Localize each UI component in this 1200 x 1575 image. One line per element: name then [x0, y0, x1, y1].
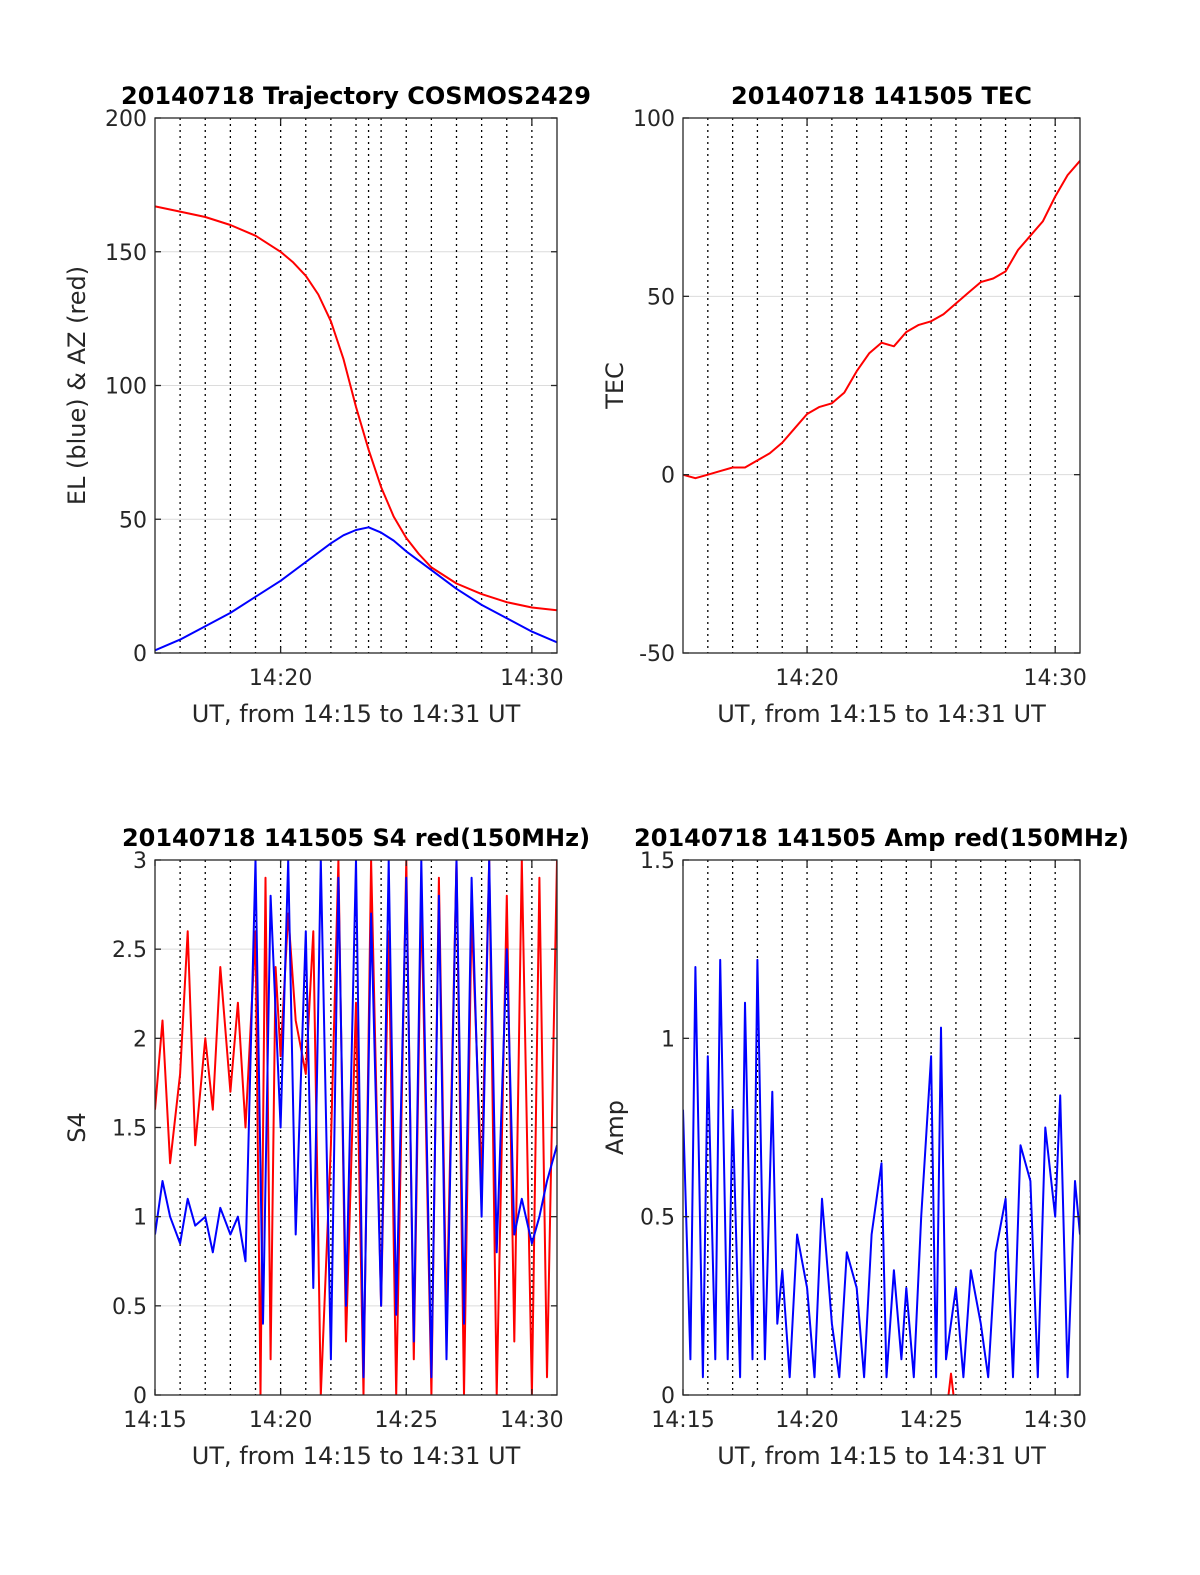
chart-title: 20140718 141505 S4 red(150MHz) — [122, 824, 590, 852]
x-tick-label: 14:15 — [651, 1408, 714, 1433]
y-tick-label: 0.5 — [112, 1295, 147, 1320]
x-tick-label: 14:15 — [123, 1408, 186, 1433]
x-axis-label: UT, from 14:15 to 14:31 UT — [717, 1442, 1046, 1470]
y-tick-label: 0.5 — [640, 1206, 675, 1231]
x-tick-label: 14:30 — [500, 666, 563, 691]
x-tick-label: 14:20 — [249, 1408, 312, 1433]
y-tick-label: 2 — [133, 1027, 147, 1052]
chart-title: 20140718 141505 Amp red(150MHz) — [634, 824, 1129, 852]
y-tick-label: 3 — [133, 849, 147, 874]
series-line-2 — [155, 860, 557, 1379]
chart-panel-3: 0 0.5 1 1.5 2 2.5 3 14:15 14:20 14:25 14:30 2014071… — [63, 824, 590, 1470]
y-tick-label: 100 — [633, 107, 675, 132]
y-tick-label: 0 — [133, 642, 147, 667]
chart-title: 20140718 Trajectory COSMOS2429 — [121, 82, 591, 110]
y-axis-label: S4 — [63, 1112, 91, 1143]
y-tick-label: 150 — [105, 241, 147, 266]
y-axis-label: EL (blue) & AZ (red) — [63, 266, 91, 505]
y-tick-label: 1.5 — [640, 849, 675, 874]
y-tick-label: 1 — [661, 1027, 675, 1052]
series-line-1 — [683, 958, 1080, 1379]
series-line-2 — [155, 526, 557, 652]
plot-area — [683, 118, 1080, 653]
chart-panel-1: 0 50 100 150 200 14:20 14:30 20140718 Trajector… — [63, 82, 591, 728]
y-tick-label: -50 — [639, 642, 675, 667]
y-tick-label: 0 — [133, 1384, 147, 1409]
x-tick-label: 14:20 — [775, 666, 838, 691]
y-axis-label: TEC — [601, 362, 629, 410]
chart-title: 20140718 141505 TEC — [731, 82, 1032, 110]
y-tick-label: 200 — [105, 107, 147, 132]
axes-box — [682, 117, 1081, 654]
x-axis-label: UT, from 14:15 to 14:31 UT — [192, 700, 521, 728]
x-tick-label: 14:20 — [249, 666, 312, 691]
y-tick-label: 1.5 — [112, 1117, 147, 1142]
series-line-1 — [155, 205, 557, 612]
y-tick-label: 50 — [647, 285, 675, 310]
x-axis-label: UT, from 14:15 to 14:31 UT — [192, 1442, 521, 1470]
y-tick-label: 50 — [119, 508, 147, 533]
x-tick-label: 14:25 — [899, 1408, 962, 1433]
chart-panel-2: -50 0 50 100 14:20 14:30 20140718 141505 TEC UT… — [601, 82, 1087, 728]
chart-panel-4: 0 0.5 1 1.5 14:15 14:20 14:25 14:30 20140718 141… — [601, 824, 1129, 1470]
y-tick-label: 0 — [661, 464, 675, 489]
x-tick-label: 14:30 — [1023, 666, 1086, 691]
y-tick-label: 100 — [105, 375, 147, 400]
x-tick-label: 14:30 — [500, 1408, 563, 1433]
series-line-1 — [683, 160, 1080, 480]
y-axis-label: Amp — [601, 1100, 629, 1155]
x-tick-label: 14:25 — [375, 1408, 438, 1433]
x-axis-label: UT, from 14:15 to 14:31 UT — [717, 700, 1046, 728]
y-tick-label: 1 — [133, 1206, 147, 1231]
axes-box — [682, 859, 1081, 1396]
x-tick-label: 14:30 — [1023, 1408, 1086, 1433]
y-tick-label: 2.5 — [112, 938, 147, 963]
y-tick-label: 0 — [661, 1384, 675, 1409]
series-line-2 — [947, 1372, 955, 1395]
x-tick-label: 14:20 — [775, 1408, 838, 1433]
